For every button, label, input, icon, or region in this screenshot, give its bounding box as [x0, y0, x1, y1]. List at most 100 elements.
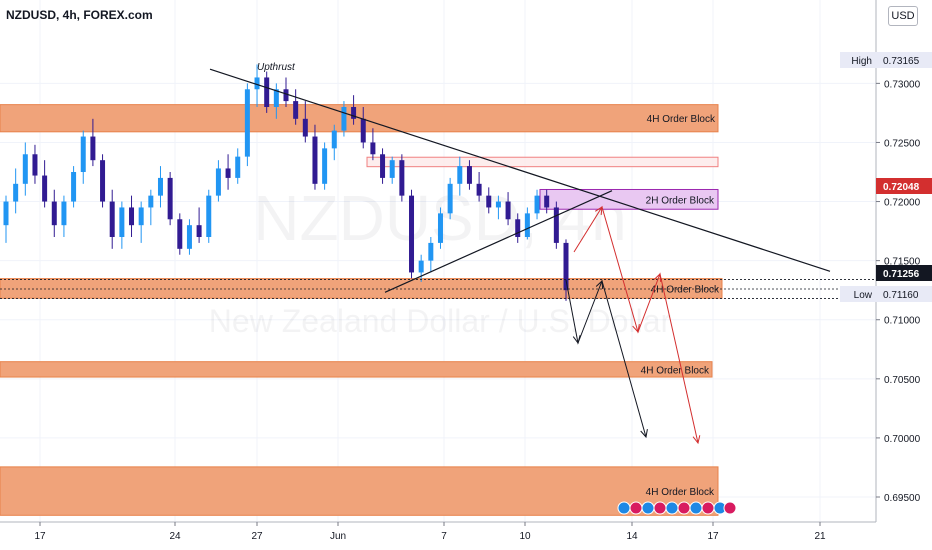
- candle-body: [3, 201, 9, 226]
- event-flag-icon: [653, 501, 667, 515]
- candle: [51, 189, 57, 237]
- candle: [13, 168, 19, 214]
- time-tick-label: 10: [519, 531, 531, 542]
- candle-body: [302, 118, 308, 137]
- candle: [32, 144, 38, 184]
- candle: [476, 172, 482, 202]
- low-price-caption-bg: [840, 286, 876, 302]
- candle: [437, 207, 443, 249]
- candle-body: [186, 225, 192, 249]
- candle-body: [22, 154, 28, 184]
- candle: [486, 187, 492, 214]
- time-tick-label: 17: [707, 531, 719, 542]
- upthrust-label: Upthrust: [257, 62, 296, 73]
- candle: [505, 192, 511, 226]
- low-price-caption: Low: [854, 290, 873, 301]
- event-flag-icon: [617, 501, 631, 515]
- time-tick-label: 14: [626, 531, 638, 542]
- candle-body: [167, 177, 173, 220]
- candle-body: [196, 225, 202, 237]
- candle: [129, 195, 135, 237]
- candle: [109, 189, 115, 249]
- candle: [177, 213, 183, 255]
- candle: [225, 154, 231, 190]
- candle-body: [370, 142, 376, 155]
- candle-body: [409, 195, 415, 273]
- candle: [553, 201, 559, 249]
- event-flag-icon: [723, 501, 737, 515]
- candle: [215, 160, 221, 202]
- candle-body: [32, 154, 38, 176]
- arrow-head: [594, 206, 603, 216]
- chart-title: NZDUSD, 4h, FOREX.com: [6, 8, 153, 22]
- candle: [351, 95, 357, 125]
- candle-body: [51, 201, 57, 226]
- candle-body: [100, 160, 106, 202]
- candle-body: [428, 242, 434, 261]
- projection-path-black: [565, 279, 647, 438]
- candle: [22, 142, 28, 196]
- candle-body: [447, 183, 453, 214]
- candle: [534, 189, 540, 220]
- candle: [563, 239, 569, 301]
- candle-body: [486, 195, 492, 208]
- candle: [495, 195, 501, 220]
- last-price-tag: 0.71256: [883, 269, 920, 280]
- arrow-head: [572, 335, 581, 345]
- candle-body: [71, 172, 77, 202]
- candle: [3, 195, 9, 243]
- price-tick-label: 0.72500: [884, 138, 921, 149]
- candle: [119, 201, 125, 249]
- candle: [466, 160, 472, 190]
- candle-body: [148, 195, 154, 208]
- candle-body: [42, 175, 48, 202]
- candle: [196, 207, 202, 243]
- event-flag-icon: [665, 501, 679, 515]
- candle-body: [457, 166, 463, 184]
- candle-body: [351, 107, 357, 119]
- candle: [42, 160, 48, 208]
- candle-body: [293, 101, 299, 119]
- zone-label: 4H Order Block: [651, 284, 720, 295]
- candle-body: [515, 219, 521, 237]
- candle-body: [322, 148, 328, 184]
- candle: [71, 166, 77, 208]
- candle-body: [563, 242, 569, 291]
- candle-body: [331, 130, 337, 149]
- candle: [544, 189, 550, 214]
- candle-body: [129, 207, 135, 226]
- candle-body: [466, 166, 472, 184]
- time-tick-label: 17: [34, 531, 46, 542]
- candle: [283, 77, 289, 107]
- candle-body: [380, 154, 386, 178]
- current-price-tag: 0.72048: [883, 182, 920, 193]
- candle-body: [254, 77, 260, 90]
- candle-body: [544, 195, 550, 208]
- high-price-caption-bg: [840, 52, 876, 68]
- order-block-zone: [366, 156, 719, 168]
- candle-body: [119, 207, 125, 237]
- candle: [418, 254, 424, 282]
- candle-body: [215, 168, 221, 196]
- candle-body: [283, 89, 289, 102]
- candle-body: [61, 201, 67, 226]
- candle-body: [312, 136, 318, 184]
- candle-body: [553, 207, 559, 243]
- candle-body: [495, 201, 501, 208]
- time-tick-label: Jun: [330, 531, 346, 542]
- candle: [389, 156, 395, 184]
- price-tick-label: 0.69500: [884, 493, 921, 504]
- currency-button[interactable]: USD: [888, 6, 918, 26]
- arrow-head: [653, 272, 662, 283]
- event-flag-icon: [701, 501, 715, 515]
- candle: [80, 130, 86, 184]
- order-block-zone: [0, 361, 713, 378]
- price-tick-label: 0.71000: [884, 316, 921, 327]
- price-tick-label: 0.72000: [884, 198, 921, 209]
- ascending-trendline: [384, 190, 613, 293]
- price-tick-label: 0.70500: [884, 375, 921, 386]
- candle-body: [13, 183, 19, 202]
- order-block-zone: [0, 466, 719, 516]
- zone-label: 4H Order Block: [647, 114, 716, 125]
